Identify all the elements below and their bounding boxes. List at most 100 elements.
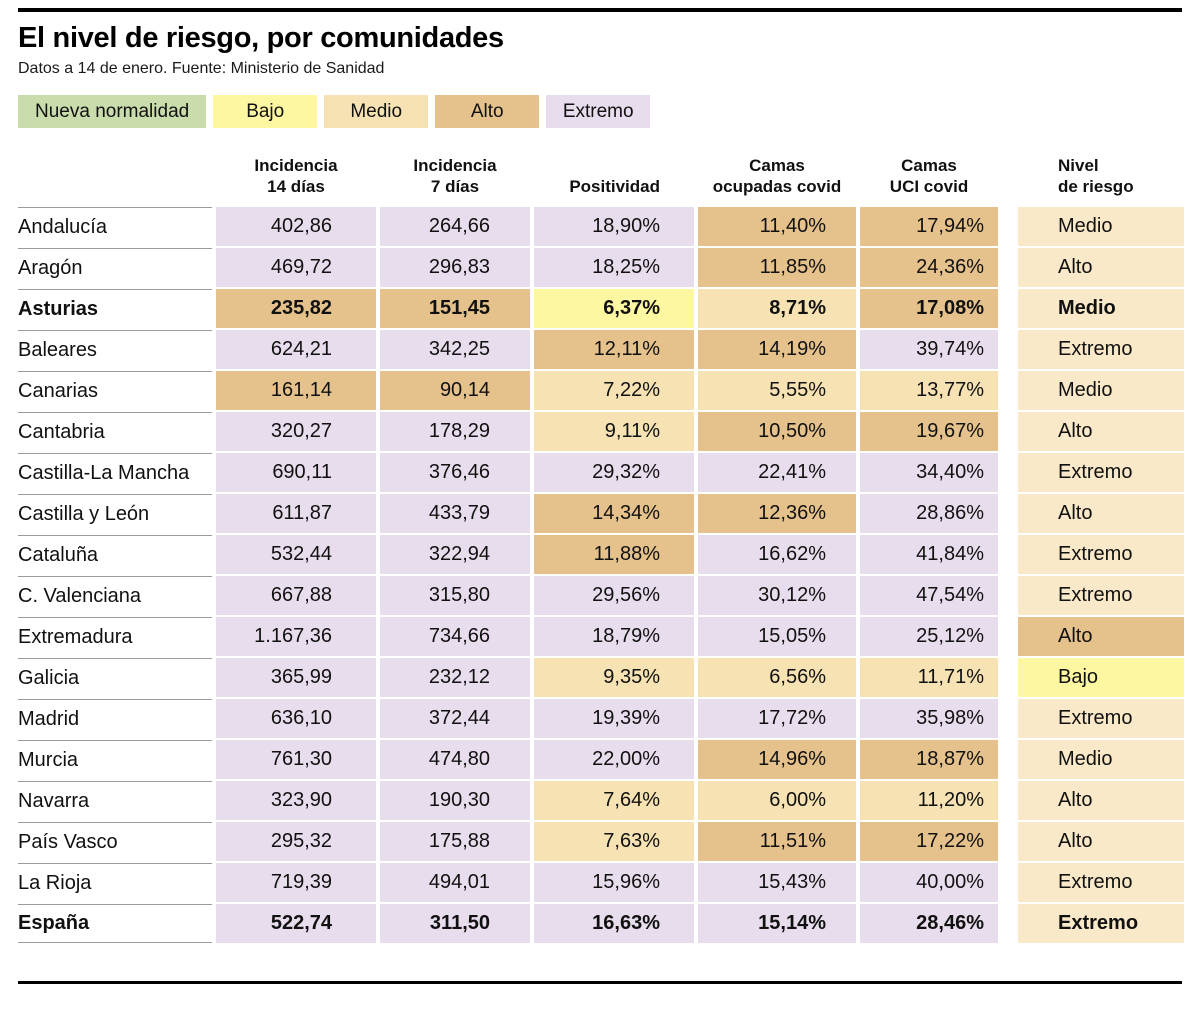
column-spacer (1002, 371, 1014, 410)
table-cell-la-rioja-inc7: 494,01 (380, 863, 530, 903)
table-cell-canarias-inc14: 161,14 (216, 371, 376, 411)
table-cell-canarias-inc7: 90,14 (380, 371, 530, 411)
table-cell-baleares-camas: 14,19% (698, 330, 856, 370)
table-cell-andalucia-camas: 11,40% (698, 207, 856, 247)
table-cell-extremadura-positividad: 18,79% (534, 617, 694, 657)
column-header-line1: Nivel (1058, 155, 1099, 175)
column-header-uci: Camas UCI covid (860, 156, 998, 205)
region-label-asturias: Asturias (18, 289, 212, 328)
column-spacer (1002, 412, 1014, 451)
table-cell-extremadura-inc14: 1.167,36 (216, 617, 376, 657)
column-spacer (1002, 207, 1014, 246)
table-cell-asturias-inc7: 151,45 (380, 289, 530, 329)
table-cell-pais-vasco-nivel: Alto (1018, 822, 1184, 862)
table-cell-pais-vasco-positividad: 7,63% (534, 822, 694, 862)
table-cell-castilla-la-mancha-inc14: 690,11 (216, 453, 376, 493)
column-spacer (1002, 904, 1014, 943)
region-label-galicia: Galicia (18, 658, 212, 697)
table-cell-castilla-la-mancha-inc7: 376,46 (380, 453, 530, 493)
table-cell-asturias-positividad: 6,37% (534, 289, 694, 329)
table-cell-la-rioja-positividad: 15,96% (534, 863, 694, 903)
table-cell-galicia-uci: 11,71% (860, 658, 998, 698)
table-cell-andalucia-uci: 17,94% (860, 207, 998, 247)
table-cell-espana-nivel: Extremo (1018, 904, 1184, 944)
column-spacer (1002, 576, 1014, 615)
region-label-castilla-y-leon: Castilla y León (18, 494, 212, 533)
region-label-andalucia: Andalucía (18, 207, 212, 246)
table-cell-extremadura-nivel: Alto (1018, 617, 1184, 657)
table-cell-la-rioja-nivel: Extremo (1018, 863, 1184, 903)
column-spacer (1002, 248, 1014, 287)
table-cell-c-valenciana-inc7: 315,80 (380, 576, 530, 616)
table-cell-baleares-positividad: 12,11% (534, 330, 694, 370)
table-cell-castilla-y-leon-inc7: 433,79 (380, 494, 530, 534)
infographic: El nivel de riesgo, por comunidades Dato… (18, 8, 1184, 985)
table-cell-canarias-nivel: Medio (1018, 371, 1184, 411)
table-cell-murcia-uci: 18,87% (860, 740, 998, 780)
column-header-line2: UCI covid (889, 177, 969, 197)
table-cell-galicia-inc7: 232,12 (380, 658, 530, 698)
column-header-inc14: Incidencia 14 días (216, 155, 376, 205)
table-cell-aragon-camas: 11,85% (698, 248, 856, 288)
table-cell-c-valenciana-camas: 30,12% (698, 576, 856, 616)
table-cell-navarra-inc7: 190,30 (380, 781, 530, 821)
table-cell-castilla-y-leon-uci: 28,86% (860, 494, 998, 534)
column-header-line2: ocupadas covid (712, 177, 842, 197)
table-cell-espana-inc14: 522,74 (216, 904, 376, 944)
column-spacer (1002, 781, 1014, 820)
table-cell-cantabria-nivel: Alto (1018, 412, 1184, 452)
page-title: El nivel de riesgo, por comunidades (18, 22, 504, 54)
column-spacer (1002, 740, 1014, 779)
table-cell-c-valenciana-inc14: 667,88 (216, 576, 376, 616)
column-spacer (1002, 330, 1014, 369)
table-cell-andalucia-inc14: 402,86 (216, 207, 376, 247)
region-label-la-rioja: La Rioja (18, 863, 212, 902)
table-cell-canarias-uci: 13,77% (860, 371, 998, 411)
region-label-madrid: Madrid (18, 699, 212, 738)
table-cell-aragon-inc14: 469,72 (216, 248, 376, 288)
table-cell-cataluna-inc14: 532,44 (216, 535, 376, 575)
table-cell-murcia-nivel: Medio (1018, 740, 1184, 780)
table-cell-asturias-inc14: 235,82 (216, 289, 376, 329)
table-cell-andalucia-nivel: Medio (1018, 207, 1184, 247)
table-cell-extremadura-inc7: 734,66 (380, 617, 530, 657)
table-cell-asturias-nivel: Medio (1018, 289, 1184, 329)
region-label-cataluna: Cataluña (18, 535, 212, 574)
column-header-line1: Incidencia (254, 155, 338, 175)
region-label-extremadura: Extremadura (18, 617, 212, 656)
table-cell-murcia-inc14: 761,30 (216, 740, 376, 780)
region-label-baleares: Baleares (18, 330, 212, 369)
table-cell-cataluna-inc7: 322,94 (380, 535, 530, 575)
column-spacer (1002, 658, 1014, 697)
table-cell-cantabria-inc14: 320,27 (216, 412, 376, 452)
table-cell-cantabria-uci: 19,67% (860, 412, 998, 452)
table-cell-navarra-inc14: 323,90 (216, 781, 376, 821)
table-cell-castilla-y-leon-camas: 12,36% (698, 494, 856, 534)
table-cell-la-rioja-uci: 40,00% (860, 863, 998, 903)
risk-table: Incidencia 14 días Incidencia 7 días Positiv… (18, 155, 1184, 944)
region-label-canarias: Canarias (18, 371, 212, 410)
table-cell-aragon-uci: 24,36% (860, 248, 998, 288)
column-header-positividad: Positividad (534, 158, 694, 205)
table-cell-c-valenciana-positividad: 29,56% (534, 576, 694, 616)
table-cell-c-valenciana-nivel: Extremo (1018, 576, 1184, 616)
table-cell-navarra-camas: 6,00% (698, 781, 856, 821)
table-cell-canarias-camas: 5,55% (698, 371, 856, 411)
table-cell-cantabria-positividad: 9,11% (534, 412, 694, 452)
column-header-camas: Camas ocupadas covid (698, 156, 856, 205)
region-label-espana: España (18, 904, 212, 944)
table-cell-navarra-positividad: 7,64% (534, 781, 694, 821)
table-cell-espana-positividad: 16,63% (534, 904, 694, 944)
table-cell-extremadura-camas: 15,05% (698, 617, 856, 657)
column-header-line2: 7 días (430, 177, 480, 197)
table-cell-navarra-nivel: Alto (1018, 781, 1184, 821)
table-cell-madrid-inc7: 372,44 (380, 699, 530, 739)
column-spacer (1002, 863, 1014, 902)
table-cell-pais-vasco-inc7: 175,88 (380, 822, 530, 862)
table-cell-castilla-la-mancha-uci: 34,40% (860, 453, 998, 493)
table-cell-aragon-inc7: 296,83 (380, 248, 530, 288)
table-cell-murcia-inc7: 474,80 (380, 740, 530, 780)
region-label-aragon: Aragón (18, 248, 212, 287)
column-spacer (1002, 535, 1014, 574)
table-cell-andalucia-inc7: 264,66 (380, 207, 530, 247)
